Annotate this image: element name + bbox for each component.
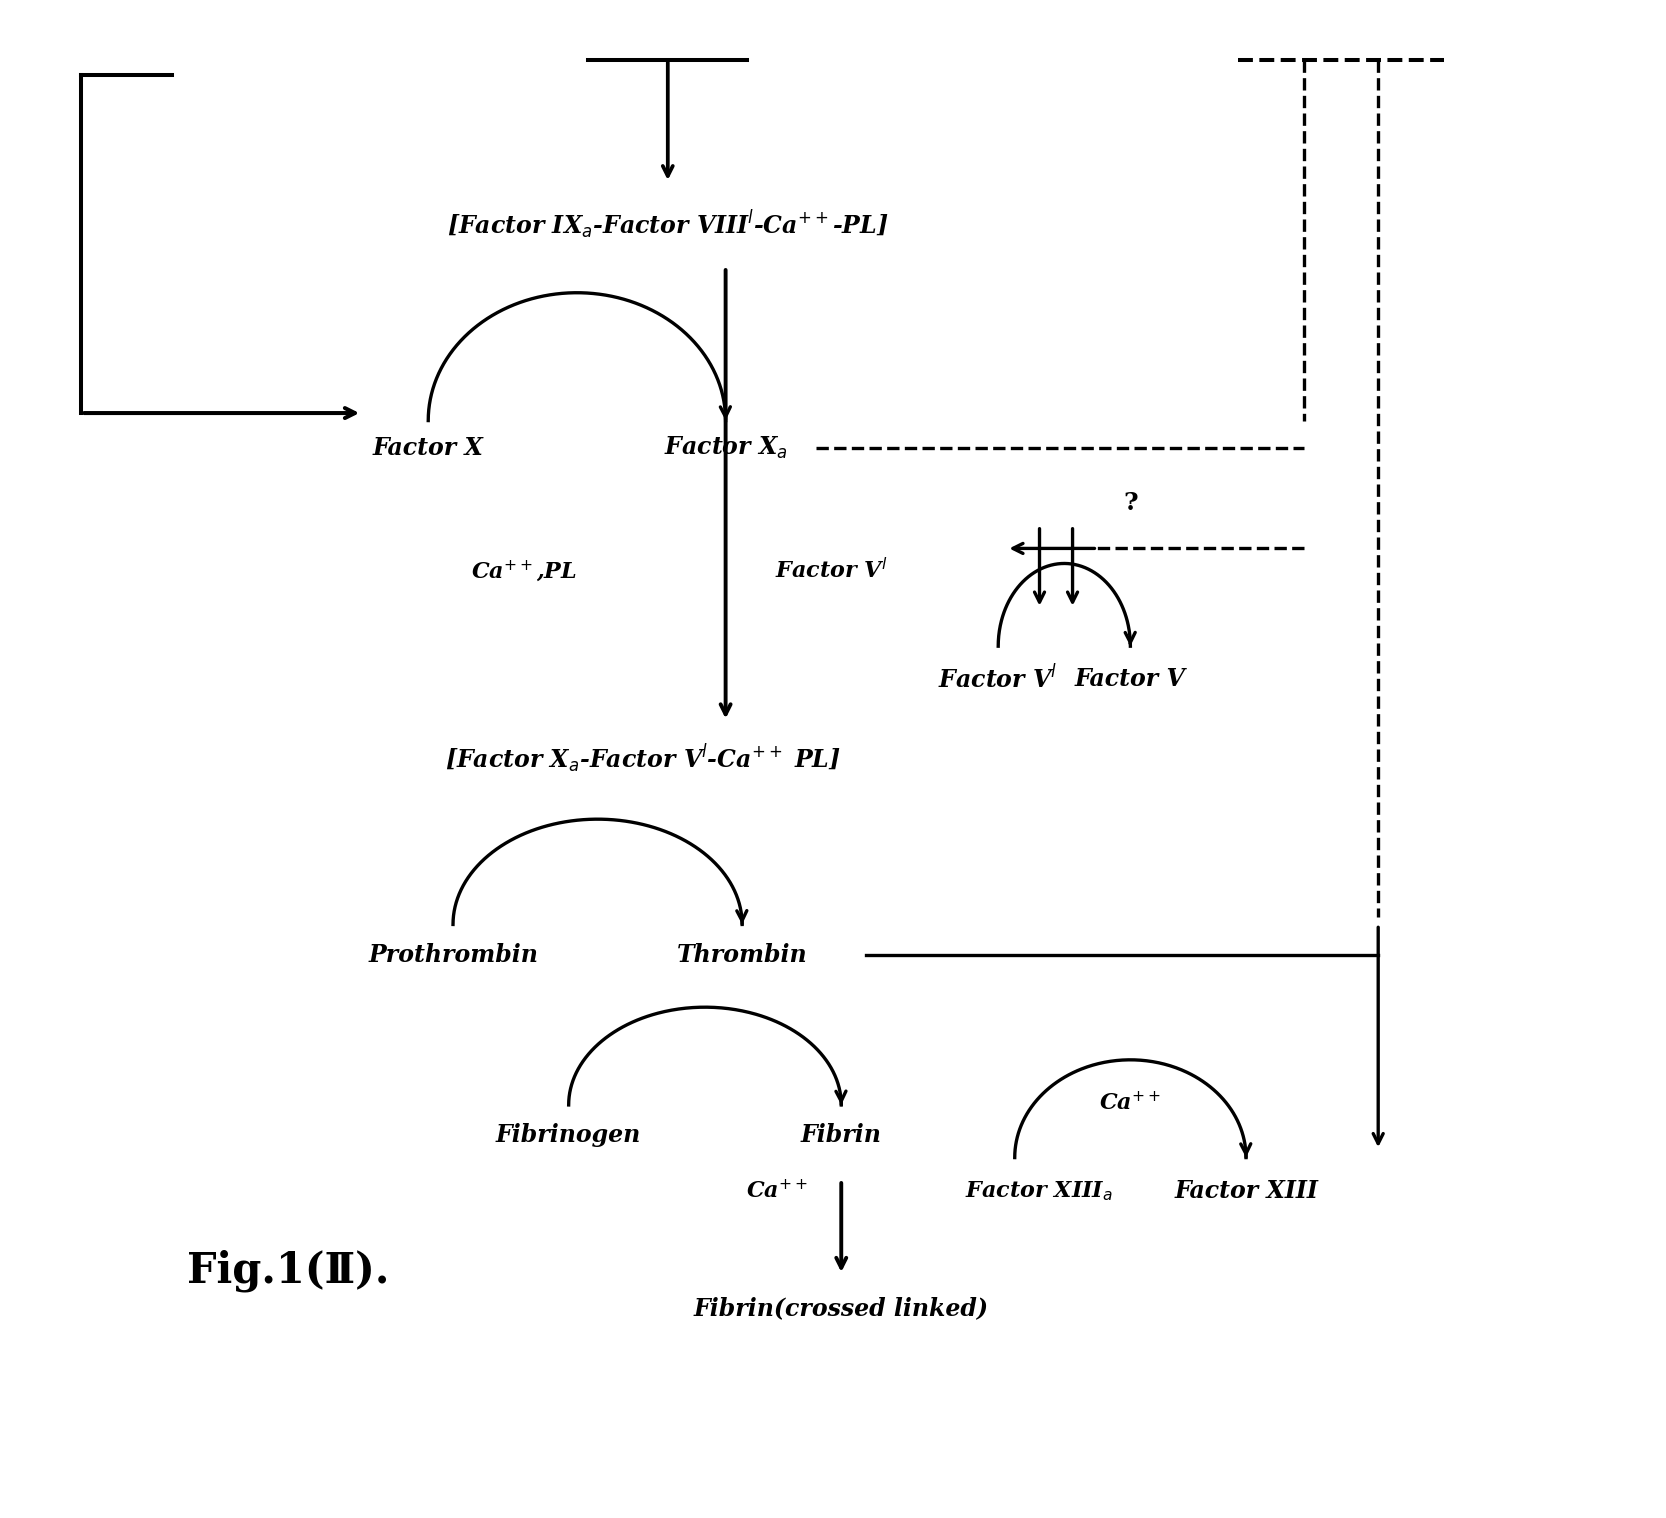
Text: Fibrin(crossed linked): Fibrin(crossed linked) (693, 1296, 988, 1321)
Text: Factor XIII$_a$: Factor XIII$_a$ (965, 1179, 1113, 1204)
Text: Fig.1(Ⅱ).: Fig.1(Ⅱ). (187, 1249, 388, 1292)
Text: Thrombin: Thrombin (676, 943, 808, 967)
Text: Factor X$_a$: Factor X$_a$ (663, 434, 788, 461)
Text: Factor V: Factor V (1075, 668, 1186, 691)
Text: Factor V$^l$: Factor V$^l$ (775, 559, 888, 583)
Text: Prothrombin: Prothrombin (368, 943, 538, 967)
Text: Factor V$^l$: Factor V$^l$ (938, 665, 1058, 694)
Text: Fibrinogen: Fibrinogen (496, 1123, 641, 1148)
Text: Fibrin: Fibrin (801, 1123, 881, 1148)
Text: Ca$^{++}$,PL: Ca$^{++}$,PL (471, 559, 576, 584)
Text: Ca$^{++}$: Ca$^{++}$ (746, 1179, 808, 1204)
Text: [Factor IX$_a$-Factor VIII$^l$-Ca$^{++}$-PL]: [Factor IX$_a$-Factor VIII$^l$-Ca$^{++}$… (446, 208, 888, 241)
Text: Factor X: Factor X (373, 436, 483, 460)
Text: Factor XIII: Factor XIII (1175, 1178, 1318, 1202)
Text: ?: ? (1123, 492, 1138, 515)
Text: Ca$^{++}$: Ca$^{++}$ (1100, 1091, 1161, 1116)
Text: [Factor X$_a$-Factor V$^l$-Ca$^{++}$ PL]: [Factor X$_a$-Factor V$^l$-Ca$^{++}$ PL] (445, 742, 841, 776)
